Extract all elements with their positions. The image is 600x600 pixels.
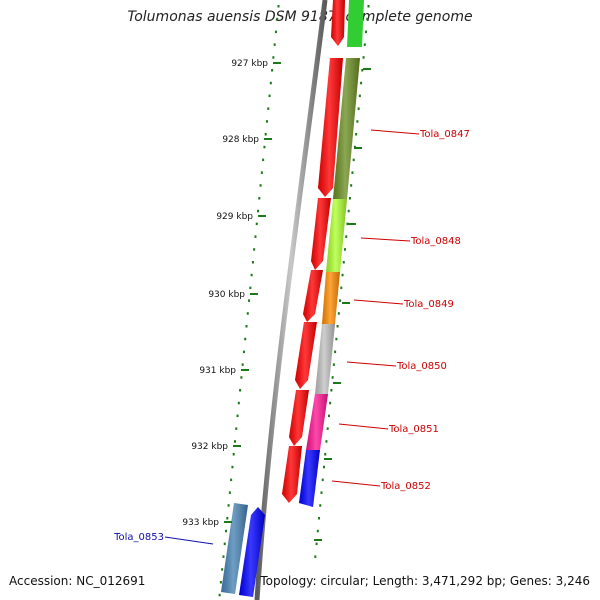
gene-label-leader bbox=[338, 423, 389, 430]
accession-label: Accession: NC_012691 bbox=[9, 574, 146, 588]
gene-labels: Tola_0847 Tola_0848 Tola_0849 Tola_0850 Tola… bbox=[113, 129, 470, 545]
gene-label[interactable]: Tola_0853 bbox=[113, 532, 164, 543]
scale-tick-label: 933 kbp bbox=[182, 518, 219, 528]
gene-label[interactable]: Tola_0849 bbox=[403, 299, 454, 310]
gene-label-leader bbox=[346, 361, 397, 367]
outer-dotted-track bbox=[218, 5, 280, 597]
scale-tick-label: 927 kbp bbox=[231, 59, 268, 69]
scale-ticks: 927 kbp 928 kbp 929 kbp 930 kbp 931 kbp 932 k… bbox=[182, 59, 371, 541]
gene-label[interactable]: Tola_0850 bbox=[396, 361, 447, 372]
gene-block-top-green bbox=[347, 0, 364, 47]
scale-tick-label: 931 kbp bbox=[199, 366, 236, 376]
gene-label-leader bbox=[370, 129, 420, 135]
gene-label-leader bbox=[331, 480, 381, 487]
gene-label[interactable]: Tola_0852 bbox=[380, 481, 431, 492]
scale-tick-label: 929 kbp bbox=[216, 212, 253, 222]
gene-label[interactable]: Tola_0851 bbox=[388, 424, 439, 435]
gene-label-leader bbox=[360, 237, 411, 242]
inner-dotted-track bbox=[314, 5, 370, 558]
gene-label-leader bbox=[353, 299, 404, 305]
scale-tick-label: 930 kbp bbox=[208, 290, 245, 300]
scale-tick-label: 928 kbp bbox=[222, 135, 259, 145]
gene-label[interactable]: Tola_0847 bbox=[419, 129, 470, 140]
gene-label[interactable]: Tola_0848 bbox=[410, 236, 461, 247]
map-title: Tolumonas auensis DSM 9187, complete gen… bbox=[127, 9, 473, 25]
topology-label: Topology: circular; Length: 3,471,292 bp… bbox=[260, 574, 590, 588]
scale-tick-label: 932 kbp bbox=[191, 442, 228, 452]
gene-label-leader bbox=[164, 536, 214, 545]
